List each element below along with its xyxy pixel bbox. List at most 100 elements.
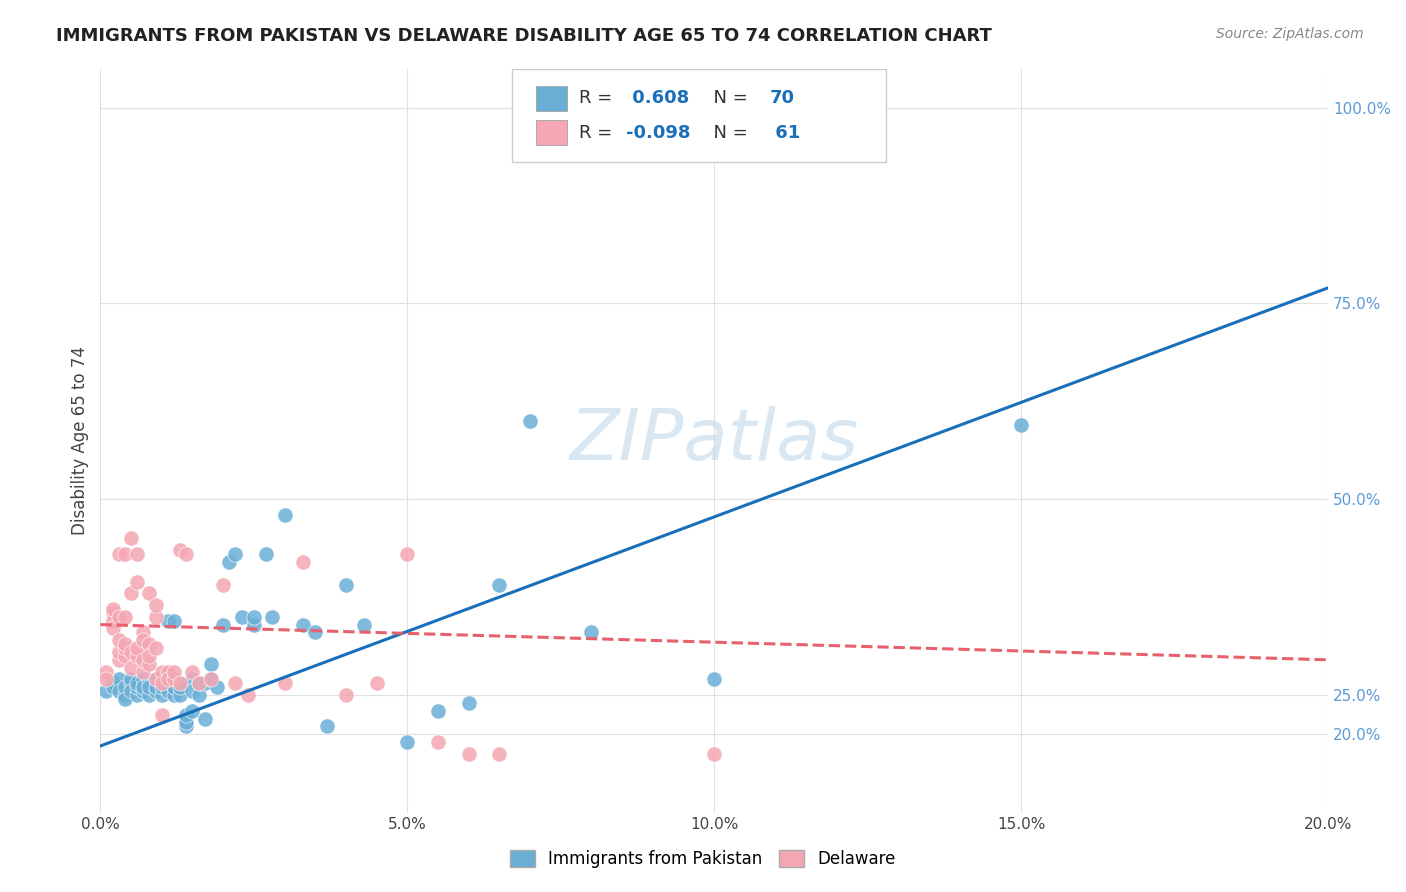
Point — [212, 617, 235, 632]
Point — [101, 614, 124, 628]
Point — [101, 680, 124, 694]
Point — [127, 680, 149, 694]
Text: IMMIGRANTS FROM PAKISTAN VS DELAWARE DISABILITY AGE 65 TO 74 CORRELATION CHART: IMMIGRANTS FROM PAKISTAN VS DELAWARE DIS… — [56, 27, 993, 45]
Legend: Immigrants from Pakistan, Delaware: Immigrants from Pakistan, Delaware — [503, 843, 903, 875]
Point — [114, 637, 136, 651]
Point — [181, 704, 204, 718]
Point — [231, 609, 253, 624]
Point — [101, 606, 124, 620]
Point — [145, 641, 167, 656]
Point — [427, 704, 450, 718]
Point — [519, 414, 541, 428]
Point — [181, 665, 204, 679]
Point — [120, 586, 142, 600]
Point — [145, 609, 167, 624]
Point — [396, 547, 419, 561]
Point — [107, 633, 129, 648]
Point — [114, 641, 136, 656]
Point — [200, 657, 222, 671]
Point — [127, 547, 149, 561]
Point — [120, 532, 142, 546]
Point — [101, 602, 124, 616]
Text: R =: R = — [579, 123, 619, 142]
Point — [138, 680, 160, 694]
Point — [703, 673, 725, 687]
Point — [187, 688, 209, 702]
Point — [127, 648, 149, 663]
Point — [132, 673, 155, 687]
Point — [114, 648, 136, 663]
Point — [176, 719, 198, 733]
Point — [488, 747, 510, 761]
Text: 70: 70 — [769, 89, 794, 107]
Point — [169, 680, 191, 694]
Point — [138, 676, 160, 690]
Point — [156, 614, 179, 628]
Point — [163, 688, 186, 702]
Point — [156, 673, 179, 687]
Point — [150, 665, 173, 679]
Point — [488, 578, 510, 592]
Point — [176, 547, 198, 561]
Point — [127, 574, 149, 589]
Point — [366, 676, 388, 690]
Point — [101, 676, 124, 690]
Point — [200, 673, 222, 687]
Text: N =: N = — [702, 123, 754, 142]
Point — [132, 625, 155, 640]
FancyBboxPatch shape — [536, 86, 567, 111]
Point — [218, 555, 240, 569]
Point — [163, 680, 186, 694]
Text: 0.608: 0.608 — [626, 89, 689, 107]
Point — [194, 676, 217, 690]
Point — [132, 680, 155, 694]
Point — [176, 715, 198, 730]
Point — [120, 673, 142, 687]
Point — [132, 653, 155, 667]
Y-axis label: Disability Age 65 to 74: Disability Age 65 to 74 — [72, 346, 89, 535]
Text: R =: R = — [579, 89, 619, 107]
Point — [138, 586, 160, 600]
Point — [156, 673, 179, 687]
Point — [138, 648, 160, 663]
Point — [273, 676, 295, 690]
Point — [107, 609, 129, 624]
Point — [187, 676, 209, 690]
Point — [120, 645, 142, 659]
Point — [150, 707, 173, 722]
Text: 61: 61 — [769, 123, 801, 142]
Point — [581, 625, 603, 640]
Point — [254, 547, 277, 561]
Point — [145, 673, 167, 687]
Point — [127, 688, 149, 702]
Point — [457, 747, 479, 761]
Point — [176, 707, 198, 722]
Point — [273, 508, 295, 522]
Point — [101, 622, 124, 636]
Point — [427, 735, 450, 749]
Point — [212, 578, 235, 592]
Point — [138, 637, 160, 651]
Point — [163, 673, 186, 687]
Point — [120, 684, 142, 698]
Point — [132, 633, 155, 648]
Point — [1010, 417, 1032, 432]
Point — [150, 676, 173, 690]
Point — [150, 680, 173, 694]
Point — [224, 547, 246, 561]
Point — [243, 609, 266, 624]
Text: ZIPatlas: ZIPatlas — [569, 406, 859, 475]
Point — [291, 617, 314, 632]
Point — [163, 665, 186, 679]
Point — [181, 673, 204, 687]
Point — [316, 719, 339, 733]
Point — [156, 665, 179, 679]
Text: -0.098: -0.098 — [626, 123, 690, 142]
Point — [127, 641, 149, 656]
Point — [150, 688, 173, 702]
Point — [132, 665, 155, 679]
Point — [150, 676, 173, 690]
Point — [114, 688, 136, 702]
Point — [145, 684, 167, 698]
Point — [96, 684, 118, 698]
